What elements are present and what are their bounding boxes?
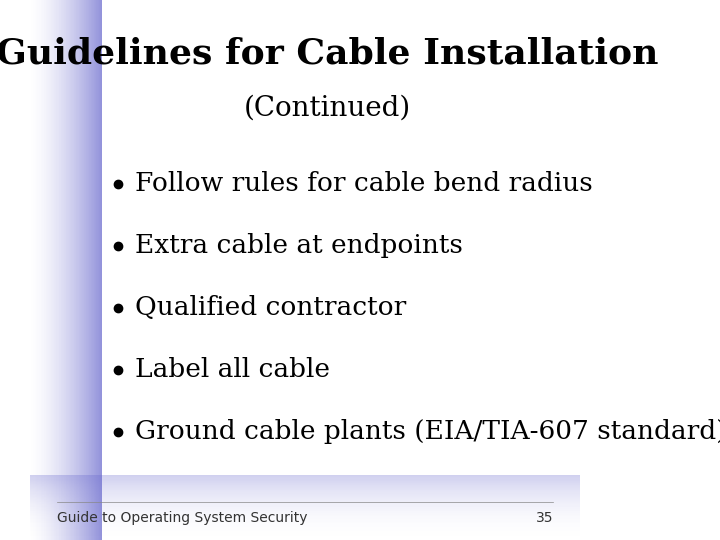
- Bar: [30, 535, 580, 536]
- Text: Label all cable: Label all cable: [135, 357, 330, 382]
- Bar: [30, 508, 580, 509]
- Bar: [30, 502, 580, 503]
- Bar: [30, 525, 580, 526]
- Bar: [30, 497, 580, 498]
- Bar: [30, 501, 580, 502]
- Bar: [30, 528, 580, 529]
- Bar: [30, 489, 580, 490]
- Bar: [30, 519, 580, 521]
- Bar: [30, 529, 580, 530]
- Bar: [30, 513, 580, 514]
- Bar: [30, 539, 580, 540]
- Bar: [30, 536, 580, 537]
- Bar: [30, 483, 580, 484]
- Bar: [30, 495, 580, 496]
- Bar: [30, 530, 580, 531]
- Bar: [30, 485, 580, 486]
- Bar: [30, 518, 580, 519]
- Bar: [30, 510, 580, 511]
- Bar: [30, 537, 580, 538]
- Bar: [30, 515, 580, 516]
- Bar: [30, 512, 580, 513]
- Bar: [30, 527, 580, 528]
- Bar: [30, 498, 580, 499]
- Text: (Continued): (Continued): [243, 94, 411, 122]
- Bar: [30, 482, 580, 483]
- Bar: [30, 532, 580, 534]
- Bar: [30, 492, 580, 494]
- Bar: [30, 476, 580, 477]
- Bar: [30, 478, 580, 480]
- Bar: [30, 490, 580, 491]
- Bar: [30, 521, 580, 522]
- Bar: [30, 505, 580, 507]
- Bar: [30, 499, 580, 500]
- Bar: [30, 503, 580, 504]
- Bar: [30, 494, 580, 495]
- Text: Guidelines for Cable Installation: Guidelines for Cable Installation: [0, 37, 659, 71]
- Text: Ground cable plants (EIA/TIA-607 standard): Ground cable plants (EIA/TIA-607 standar…: [135, 420, 720, 444]
- Bar: [30, 504, 580, 505]
- Bar: [30, 486, 580, 487]
- Text: Follow rules for cable bend radius: Follow rules for cable bend radius: [135, 171, 593, 196]
- Bar: [30, 534, 580, 535]
- Bar: [30, 477, 580, 478]
- Bar: [30, 516, 580, 517]
- Bar: [30, 538, 580, 539]
- Bar: [30, 522, 580, 523]
- Bar: [30, 484, 580, 485]
- Bar: [30, 480, 580, 481]
- Bar: [30, 496, 580, 497]
- Bar: [30, 523, 580, 524]
- Text: Qualified contractor: Qualified contractor: [135, 295, 406, 320]
- Bar: [30, 514, 580, 515]
- Bar: [30, 526, 580, 527]
- Bar: [30, 491, 580, 492]
- Bar: [30, 481, 580, 482]
- Bar: [30, 488, 580, 489]
- Bar: [30, 500, 580, 501]
- Text: Guide to Operating System Security: Guide to Operating System Security: [58, 511, 308, 525]
- Text: 35: 35: [536, 511, 553, 525]
- Bar: [30, 487, 580, 488]
- Bar: [30, 511, 580, 512]
- Bar: [30, 517, 580, 518]
- Bar: [30, 475, 580, 476]
- Bar: [30, 531, 580, 532]
- Bar: [30, 507, 580, 508]
- Text: Extra cable at endpoints: Extra cable at endpoints: [135, 233, 462, 258]
- Bar: [30, 509, 580, 510]
- Bar: [30, 524, 580, 525]
